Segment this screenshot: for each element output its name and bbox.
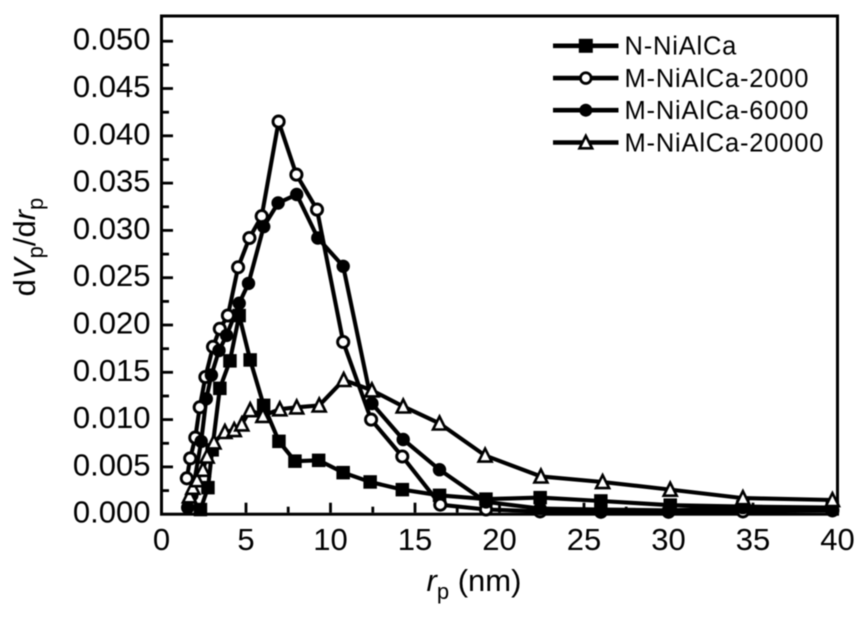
svg-text:30: 30 — [651, 522, 685, 557]
svg-text:0.030: 0.030 — [73, 211, 151, 246]
svg-text:35: 35 — [736, 522, 770, 557]
svg-text:rp (nm): rp (nm) — [427, 563, 522, 604]
svg-text:0.050: 0.050 — [73, 22, 151, 57]
svg-text:0.000: 0.000 — [73, 495, 151, 530]
svg-text:0.020: 0.020 — [73, 306, 151, 341]
svg-text:25: 25 — [567, 522, 601, 557]
svg-text:5: 5 — [237, 522, 254, 557]
svg-text:10: 10 — [313, 522, 347, 557]
svg-text:0: 0 — [153, 522, 170, 557]
svg-text:dVp/drp: dVp/drp — [7, 198, 48, 297]
svg-text:0.015: 0.015 — [73, 353, 151, 388]
svg-text:40: 40 — [820, 522, 854, 557]
svg-text:15: 15 — [398, 522, 432, 557]
svg-text:0.005: 0.005 — [73, 447, 151, 482]
svg-text:0.040: 0.040 — [73, 116, 151, 151]
svg-text:0.045: 0.045 — [73, 69, 151, 104]
svg-text:M-NiAlCa-6000: M-NiAlCa-6000 — [625, 97, 810, 125]
svg-text:0.035: 0.035 — [73, 164, 151, 199]
svg-text:M-NiAlCa-2000: M-NiAlCa-2000 — [625, 65, 810, 93]
svg-text:M-NiAlCa-20000: M-NiAlCa-20000 — [625, 129, 825, 157]
svg-text:0.010: 0.010 — [73, 400, 151, 435]
svg-text:N-NiAlCa: N-NiAlCa — [625, 33, 738, 61]
svg-text:0.025: 0.025 — [73, 258, 151, 293]
svg-text:20: 20 — [482, 522, 516, 557]
